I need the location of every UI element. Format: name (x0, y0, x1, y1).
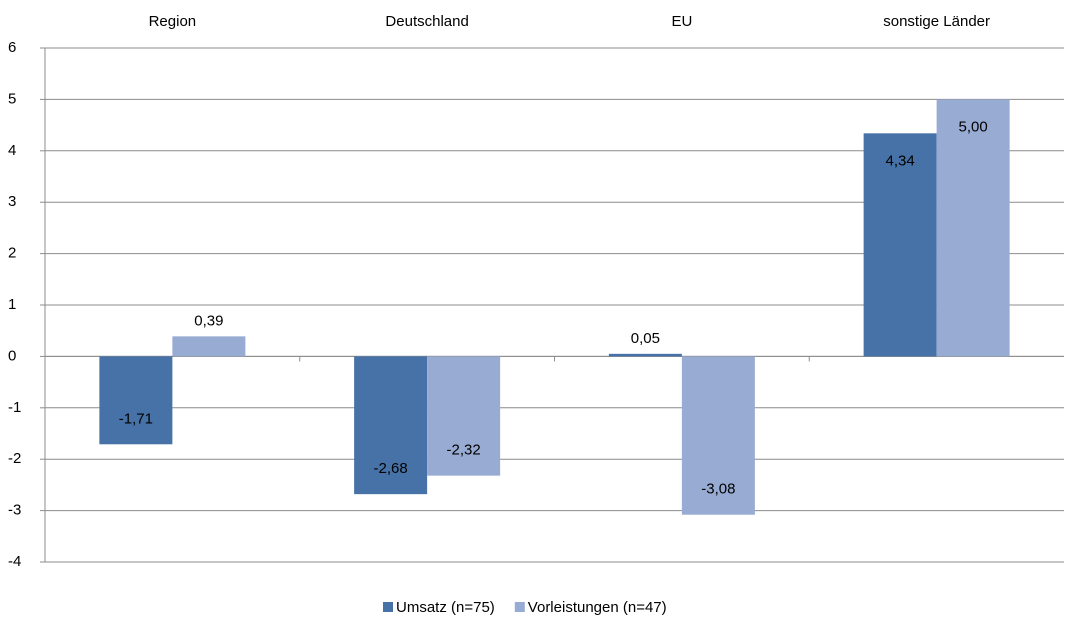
x-category-label: Deutschland (385, 13, 468, 30)
value-label: -2,68 (374, 460, 408, 477)
value-label: 4,34 (886, 152, 915, 169)
y-tick-label: -4 (8, 553, 21, 570)
bar (172, 336, 246, 357)
bar (608, 353, 682, 357)
legend-swatch (383, 602, 393, 612)
legend-swatch (514, 602, 525, 612)
bar (354, 356, 428, 495)
value-label: 5,00 (959, 118, 988, 135)
bar (681, 356, 755, 515)
y-tick-label: -3 (8, 502, 21, 519)
y-tick-label: 2 (8, 245, 16, 262)
x-category-label: sonstige Länder (883, 13, 990, 30)
x-category-label: EU (671, 13, 692, 30)
legend-label: Umsatz (n=75) (396, 599, 495, 616)
value-label: 0,05 (631, 330, 660, 347)
bar (99, 356, 173, 445)
x-category-label: Region (149, 13, 197, 30)
value-label: -1,71 (119, 410, 153, 427)
value-label: 0,39 (194, 312, 223, 329)
y-tick-label: -1 (8, 399, 21, 416)
y-tick-label: 6 (8, 39, 16, 56)
value-label: -3,08 (701, 481, 735, 498)
y-tick-label: -2 (8, 450, 21, 467)
y-tick-label: 1 (8, 296, 16, 313)
y-tick-label: 4 (8, 142, 16, 159)
bar (863, 133, 937, 357)
value-label: -2,32 (447, 442, 481, 459)
y-tick-label: 3 (8, 193, 16, 210)
y-tick-label: 5 (8, 90, 16, 107)
bar (427, 356, 501, 476)
bar (936, 99, 1010, 357)
legend-label: Vorleistungen (n=47) (528, 599, 667, 616)
y-tick-label: 0 (8, 347, 16, 364)
